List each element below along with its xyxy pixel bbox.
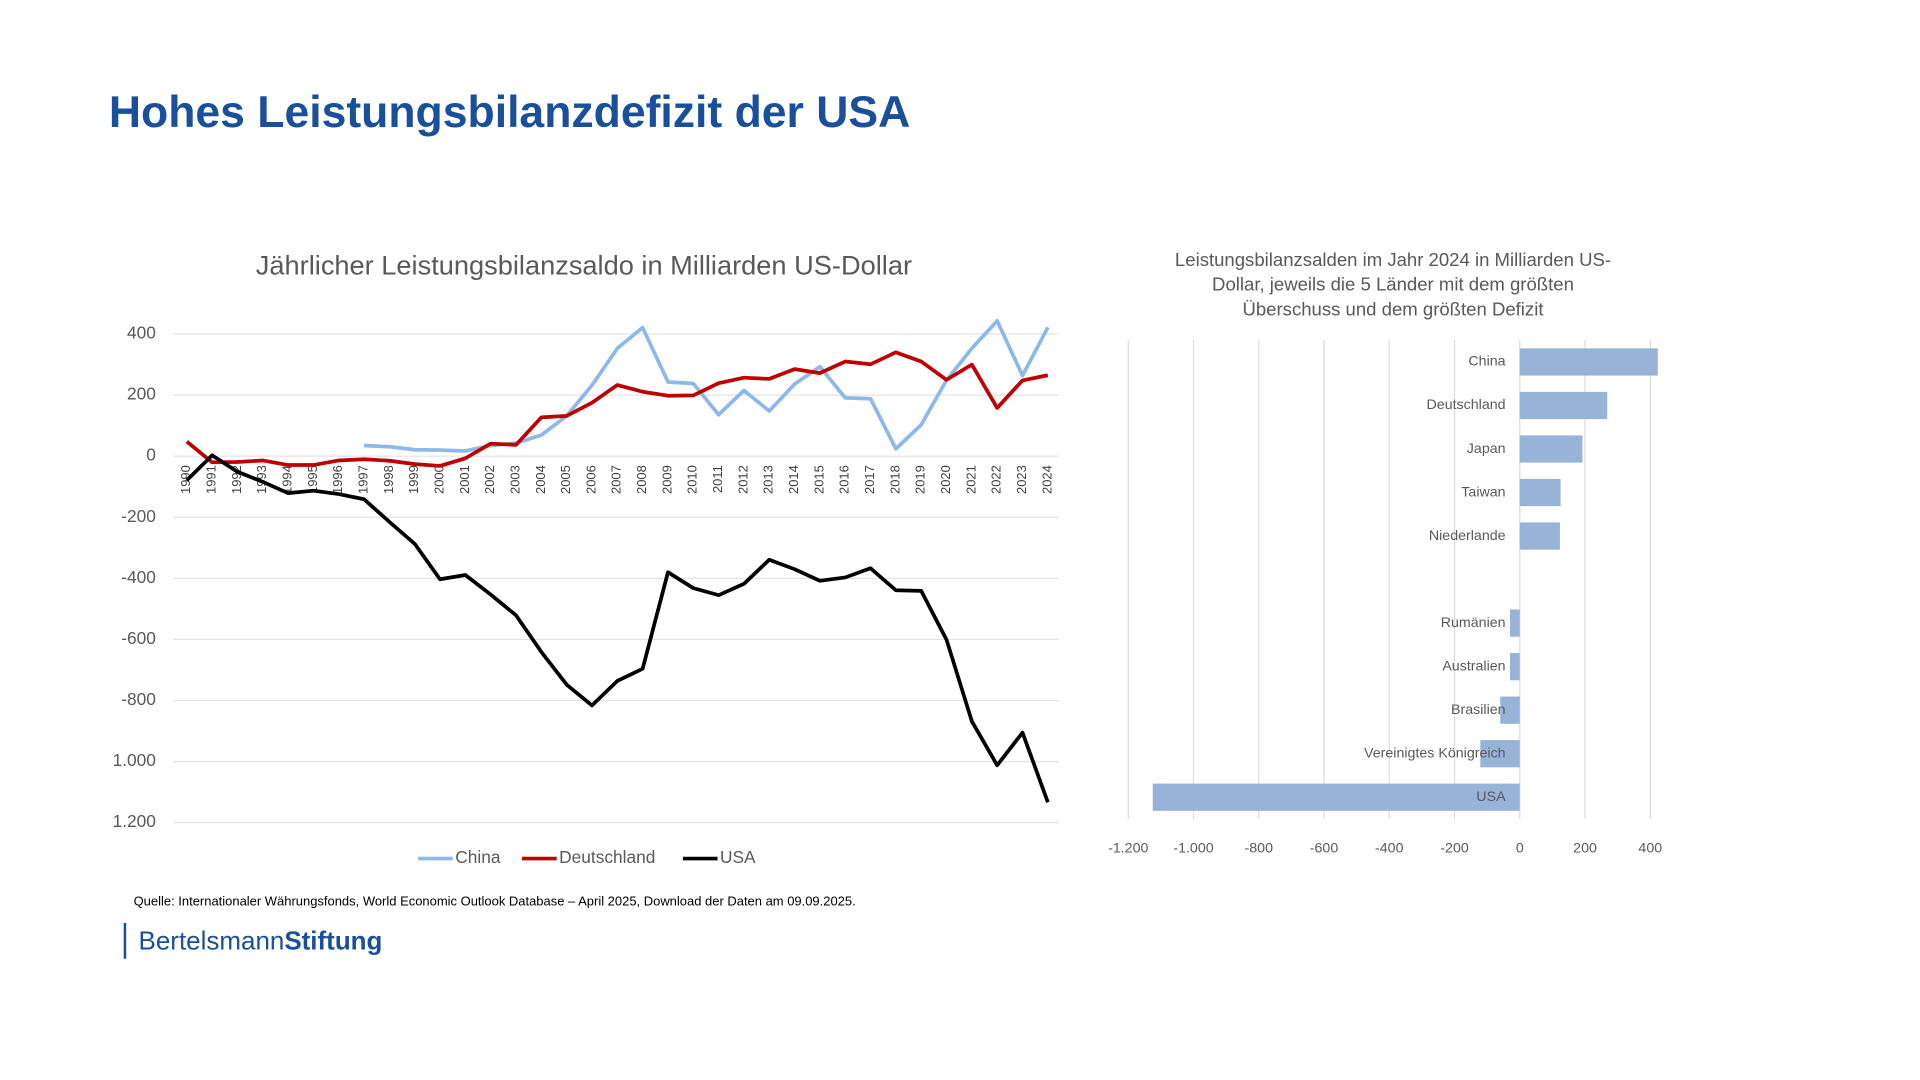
x-tick-label: 1998 <box>381 465 396 494</box>
y-tick-label: -800 <box>121 689 156 709</box>
x-tick-label: 2015 <box>811 465 826 494</box>
bar <box>1519 478 1561 507</box>
category-label: Taiwan <box>1461 484 1505 500</box>
bar <box>1510 653 1520 681</box>
legend-label: USA <box>720 847 756 867</box>
x-tick-label: 2005 <box>558 465 573 494</box>
chart-title: Überschuss und dem größten Defizit <box>1242 298 1544 319</box>
x-tick-label: 1997 <box>355 465 370 494</box>
y-tick-label: 200 <box>127 384 156 404</box>
x-tick-label: 2000 <box>431 465 446 494</box>
x-tick-label: 1991 <box>204 465 219 494</box>
category-label: Japan <box>1467 441 1506 457</box>
category-label: Brasilien <box>1451 702 1506 718</box>
x-tick-label: 2006 <box>583 465 598 494</box>
x-tick-label: 200 <box>1573 840 1597 856</box>
chart-title: Dollar, jeweils die 5 Länder mit dem grö… <box>1212 274 1574 295</box>
category-label: China <box>1468 354 1505 370</box>
bar <box>1152 783 1520 811</box>
category-label: Rumänien <box>1441 615 1506 631</box>
x-tick-label: 2013 <box>761 465 776 494</box>
bar <box>1510 609 1520 637</box>
category-label: Australien <box>1442 658 1505 674</box>
y-tick-label: 1.000 <box>113 750 156 770</box>
x-tick-label: 2017 <box>862 465 877 494</box>
y-tick-label: 1.200 <box>113 811 156 831</box>
x-tick-label: 1996 <box>330 465 345 494</box>
x-tick-label: 1990 <box>178 465 193 494</box>
source-note: Quelle: Internationaler Währungsfonds, W… <box>134 893 856 908</box>
bar <box>1480 740 1520 768</box>
x-tick-label: -1.200 <box>1108 840 1148 856</box>
x-tick-label: 2010 <box>685 465 700 494</box>
x-tick-label: -600 <box>1310 840 1339 856</box>
x-tick-label: 2019 <box>913 465 928 494</box>
bar <box>1519 391 1608 420</box>
x-tick-label: 2001 <box>457 465 472 494</box>
x-tick-label: 1995 <box>305 465 320 494</box>
x-tick-label: 2023 <box>1014 465 1029 494</box>
x-tick-label: -1.000 <box>1173 840 1213 856</box>
x-tick-label: 2024 <box>1039 465 1054 494</box>
x-tick-label: 2008 <box>634 465 649 494</box>
x-tick-label: 2012 <box>735 465 750 494</box>
x-tick-label: 2021 <box>963 465 978 494</box>
category-label: USA <box>1476 789 1506 805</box>
y-tick-label: 400 <box>127 323 156 343</box>
x-tick-label: 2014 <box>786 465 801 494</box>
bar <box>1500 696 1520 724</box>
chart-title: Jährlicher Leistungsbilanzsaldo in Milli… <box>256 249 912 280</box>
x-tick-label: 2022 <box>989 465 1004 494</box>
x-tick-label: -800 <box>1245 840 1274 856</box>
legend-label: Deutschland <box>559 847 655 867</box>
data-line <box>363 319 1050 453</box>
x-tick-label: 2020 <box>938 465 953 494</box>
logo-text-bold: Stiftung <box>284 926 382 956</box>
data-line <box>185 350 1049 468</box>
x-tick-label: 2016 <box>837 465 852 494</box>
x-tick-label: 2007 <box>609 465 624 494</box>
x-tick-label: 1994 <box>280 465 295 494</box>
y-tick-label: -600 <box>121 628 156 648</box>
category-label: Vereinigtes Königreich <box>1364 745 1506 761</box>
bar <box>1519 435 1583 463</box>
x-tick-label: -200 <box>1440 840 1469 856</box>
x-tick-label: 2004 <box>533 465 548 494</box>
logo-text: Bertelsmann <box>139 926 285 956</box>
category-label: Niederlande <box>1429 528 1506 544</box>
chart-title: Leistungsbilanzsalden im Jahr 2024 in Mi… <box>1175 249 1611 270</box>
x-tick-label: 2011 <box>710 465 725 493</box>
x-tick-label: 1999 <box>406 465 421 494</box>
y-tick-label: -400 <box>121 567 156 587</box>
bar <box>1519 522 1560 550</box>
x-tick-label: -400 <box>1375 840 1404 856</box>
x-tick-label: 2018 <box>887 465 902 494</box>
x-tick-label: 2002 <box>482 465 497 494</box>
logo: BertelsmannStiftung <box>139 926 383 956</box>
x-tick-label: 2009 <box>659 465 674 494</box>
x-tick-label: 400 <box>1638 840 1662 856</box>
category-label: Deutschland <box>1427 397 1506 413</box>
bar <box>1519 348 1658 376</box>
y-tick-label: 0 <box>146 445 156 465</box>
data-line <box>185 453 1050 803</box>
legend-label: China <box>455 847 501 867</box>
y-tick-label: -200 <box>121 506 156 526</box>
x-tick-label: 2003 <box>507 465 522 494</box>
slide-title: Hohes Leistungsbilanzdefizit der USA <box>109 88 910 137</box>
x-tick-label: 0 <box>1516 840 1524 856</box>
